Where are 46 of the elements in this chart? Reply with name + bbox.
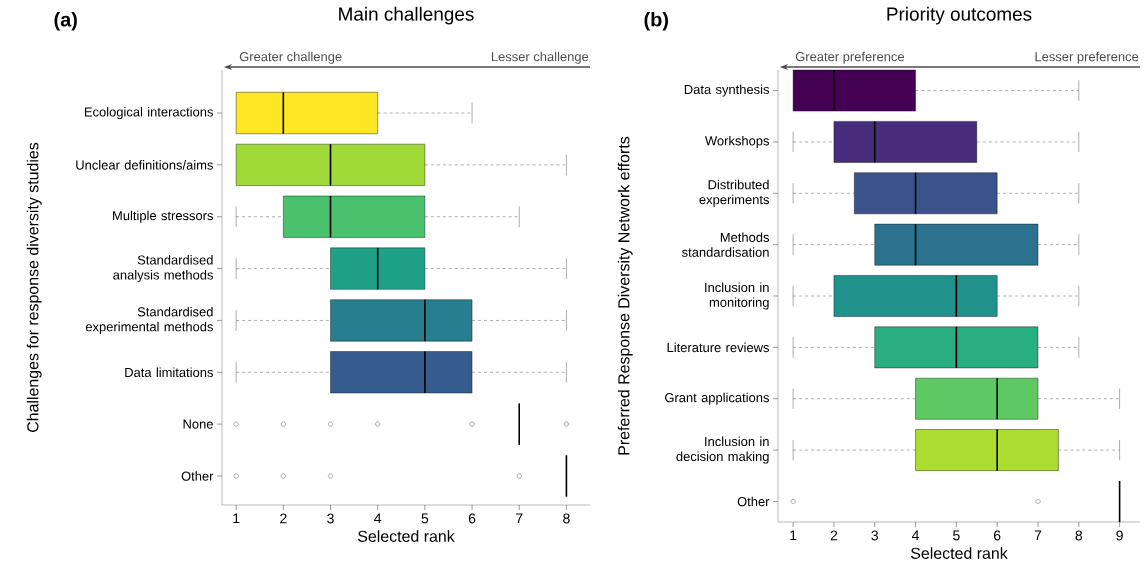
text: Lesser preference [1035,51,1139,64]
x-tick-label: 9 [1116,530,1123,541]
y-tick-label: Workshops [705,135,770,148]
text: Greater challenge [239,51,342,64]
y-tick-label: Standardised experimental methods [85,306,213,334]
x-tick-label: 4 [374,513,382,524]
y-axis-title: Challenges for response diversity studies [26,142,42,432]
y-tick-label: Literature reviews [667,342,770,353]
y-tick-label: Other [181,471,214,481]
x-tick-label: 2 [830,530,838,541]
y-tick-label: Ecological interactions [84,106,213,120]
y-tick-label: Other [737,496,770,507]
x-tick-label: 3 [327,513,334,524]
x-tick-label: 4 [911,530,920,541]
text: Greater preference [795,51,905,64]
y-tick-label: Unclear definitions/aims [76,160,213,170]
y-axis-title: Preferred Response Diversity Network efforts [617,136,633,455]
x-tick-label: 7 [516,513,523,524]
x-tick-label: 1 [233,513,240,524]
x-tick-label: 7 [1034,530,1042,541]
y-tick-label: Inclusion in decision making [676,436,769,464]
y-tick-label: Multiple stressors [113,210,213,223]
x-axis-title: Selected rank [911,547,1008,559]
x-tick-label: 3 [871,530,878,541]
text: Lesser challenge [491,51,589,64]
x-axis-title: Selected rank [357,530,455,542]
y-tick-label: Data limitations [125,367,213,378]
x-tick-label: 1 [790,530,797,541]
x-tick-label: 8 [563,513,570,524]
y-tick-label: Methods standardisation [682,232,770,257]
chart-title: Priority outcomes [887,6,1032,25]
y-tick-label: Standardised analysis methods [113,255,213,283]
x-tick-label: 6 [468,513,476,524]
y-tick-label: Grant applications [665,392,770,405]
x-tick-label: 2 [280,513,287,524]
text: (b) [644,11,668,31]
y-tick-label: Data synthesis [684,84,770,97]
chart-title: Main challenges [339,6,474,25]
y-tick-label: Distributed experiments [699,179,770,207]
y-tick-label: Inclusion in monitoring [705,282,769,310]
text: (a) [54,11,77,31]
y-tick-label: None [183,419,213,429]
x-tick-label: 5 [421,513,429,524]
x-tick-label: 8 [1075,530,1083,541]
x-tick-label: 5 [953,530,960,541]
x-tick-label: 6 [994,530,1001,541]
